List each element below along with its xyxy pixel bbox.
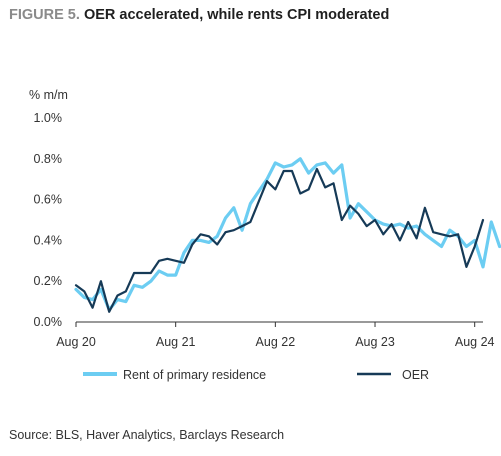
y-tick-label: 0.4% — [34, 233, 63, 247]
plot-area — [74, 157, 501, 313]
source-note: Source: BLS, Haver Analytics, Barclays R… — [9, 428, 285, 442]
figure-title-text: OER accelerated, while rents CPI moderat… — [83, 7, 390, 23]
y-tick-label: 0.8% — [34, 152, 63, 166]
x-tick-label: Aug 23 — [355, 335, 395, 349]
x-tick-label: Aug 21 — [156, 335, 196, 349]
y-tick-label: 1.0% — [34, 111, 63, 125]
x-tick-label: Aug 22 — [256, 335, 296, 349]
line-chart: % m/m 0.0%0.2%0.4%0.6%0.8%1.0% Aug 20 Aug… — [29, 88, 501, 382]
y-axis-label: % m/m — [29, 88, 68, 102]
legend-label: OER — [402, 368, 429, 382]
figure-title: FIGURE 5. OER accelerated, while rents C… — [9, 7, 389, 23]
series-line-oer — [74, 167, 485, 313]
x-tick-label: Aug 20 — [56, 335, 96, 349]
x-axis: Aug 20 Aug 21 Aug 22 Aug 23 Aug 24 — [56, 321, 495, 349]
y-tick-label: 0.2% — [34, 274, 63, 288]
legend-label: Rent of primary residence — [123, 368, 266, 382]
legend: Rent of primary residence OER — [83, 368, 429, 382]
x-tick-label: Aug 24 — [455, 335, 495, 349]
series-line-rent — [74, 157, 501, 312]
figure-label: FIGURE 5. — [9, 7, 80, 23]
y-tick-label: 0.6% — [34, 193, 63, 207]
y-axis: 0.0% 0.2% 0.4% 0.6% 0.8% 1.0% — [34, 111, 63, 329]
y-tick-label: 0.0% — [34, 315, 63, 329]
